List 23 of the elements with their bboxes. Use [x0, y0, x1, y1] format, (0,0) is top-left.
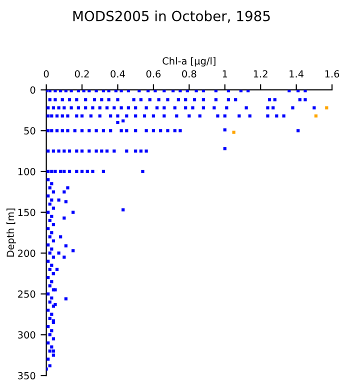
y-tick-label: 0 — [30, 86, 36, 94]
x-axis-title: Chl-a [µg/l] — [162, 57, 216, 66]
point — [232, 130, 236, 134]
y-axis-title: Depth [m] — [6, 208, 16, 257]
point — [325, 106, 328, 110]
y-tick-label: 350 — [18, 372, 36, 380]
chart-title: MODS2005 in October, 1985 — [73, 10, 270, 23]
x-tick-label: 0.6 — [146, 70, 161, 78]
x-tick-label: 1.6 — [325, 70, 340, 78]
x-tick-label: 1.2 — [254, 70, 268, 78]
y-tick-label: 150 — [18, 208, 36, 216]
x-tick-label: 0.4 — [110, 70, 125, 78]
y-tick-label: 250 — [18, 290, 36, 298]
point — [314, 114, 318, 118]
x-tick-label: 0.2 — [74, 70, 89, 78]
x-tick-label: 1.4 — [290, 70, 304, 78]
x-tick-label: 0.8 — [182, 70, 196, 78]
y-tick-label: 50 — [24, 127, 36, 134]
y-tick-label: 300 — [18, 331, 36, 339]
x-tick-label: 1 — [222, 70, 228, 78]
y-tick-label: 100 — [18, 168, 36, 176]
y-tick-label: 200 — [18, 250, 36, 257]
x-tick-label: 0 — [44, 70, 49, 78]
